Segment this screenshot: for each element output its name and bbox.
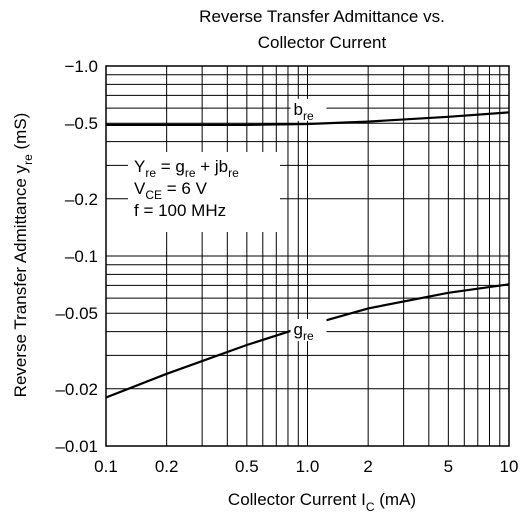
- annotation-subscript: re: [185, 166, 196, 180]
- annotation-background: [128, 152, 280, 232]
- series-line: [106, 111, 510, 126]
- plot-frame: [105, 65, 510, 447]
- x-tick-label: 0.1: [94, 457, 118, 476]
- y-tick-label: –0.2: [65, 190, 98, 209]
- x-tick-labels: 0.1 0.2 0.5 1.0 2 5 10: [94, 457, 518, 476]
- annotation-line: f = 100 MHz: [134, 201, 226, 220]
- y-tick-labels: −1.0 –0.5 –0.2 –0.1 –0.05 –0.02 –0.01: [55, 57, 98, 456]
- y-tick-label: –0.05: [55, 304, 98, 323]
- series-label-main: b: [294, 100, 303, 119]
- y-axis-label: Reverse Transfer Admittance yre (mS): [11, 113, 35, 398]
- grid: [105, 66, 509, 447]
- x-tick-label: 0.5: [235, 457, 259, 476]
- y-tick-label: –0.5: [65, 114, 98, 133]
- series-label-subscript: re: [303, 109, 314, 123]
- y-tick-label: –0.01: [55, 437, 98, 456]
- series-label-subscript: re: [303, 329, 314, 343]
- annotation-subscript: CE: [145, 188, 162, 202]
- annotation-line: Yre = gre + jbre: [134, 157, 239, 180]
- y-axis-label-subscript: re: [21, 154, 35, 165]
- annotation-subscript: re: [145, 166, 156, 180]
- annotation-subscript: re: [228, 166, 239, 180]
- series-label: gre: [294, 320, 314, 343]
- chart-title: Reverse Transfer Admittance vs. Collecto…: [199, 7, 445, 52]
- series-label-background: [290, 98, 327, 121]
- chart-title-line-1: Reverse Transfer Admittance vs.: [199, 7, 445, 26]
- y-axis-label-main: Reverse Transfer Admittance y: [11, 164, 30, 397]
- annotation-text: f = 100 MHz: [134, 201, 226, 220]
- chart-title-line-2: Collector Current: [258, 33, 387, 52]
- annotation-text: = 6 V: [162, 179, 208, 198]
- y-axis-label-unit: (mS): [11, 113, 30, 155]
- y-tick-label: −1.0: [64, 57, 98, 76]
- x-axis-label-subscript: C: [366, 500, 375, 514]
- annotation-text: + jb: [196, 157, 229, 176]
- x-axis-label-unit: (mA): [375, 490, 417, 509]
- y-tick-label: –0.02: [55, 380, 98, 399]
- x-tick-label: 10: [500, 457, 519, 476]
- y-tick-label: –0.1: [65, 247, 98, 266]
- series-label-main: g: [294, 320, 303, 339]
- x-tick-label: 0.2: [155, 457, 179, 476]
- annotation-text: Y: [134, 157, 145, 176]
- x-axis-label: Collector Current IC (mA): [228, 490, 416, 514]
- series-label-background: [290, 319, 327, 342]
- x-tick-label: 2: [363, 457, 372, 476]
- series-label: bre: [294, 100, 314, 123]
- annotation-text: = g: [156, 157, 185, 176]
- x-tick-label: 5: [444, 457, 453, 476]
- annotation-line: VCE = 6 V: [134, 179, 208, 202]
- annotation-text: V: [134, 179, 146, 198]
- x-tick-label: 1.0: [296, 457, 320, 476]
- x-axis-label-main: Collector Current I: [228, 490, 366, 509]
